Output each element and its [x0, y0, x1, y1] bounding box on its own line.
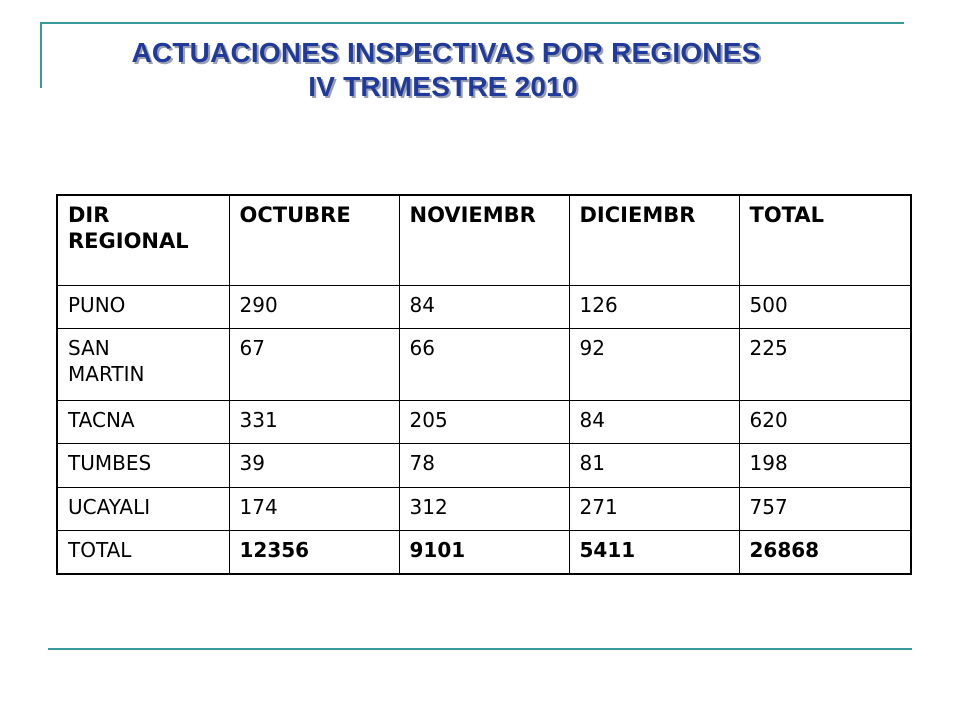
table-cell: TOTAL [56, 529, 230, 575]
total-cell: 5411 [568, 529, 740, 575]
title-line-2: IV TRIMESTRE 2010 [308, 71, 578, 102]
table-cell: 500 [738, 284, 912, 329]
table-cell: 225 [738, 327, 912, 401]
header-cell: DIR REGIONAL [56, 194, 230, 286]
table-cell: 620 [738, 399, 912, 444]
table-row: TUMBES 39 78 81 198 [56, 442, 912, 488]
page-title: ACTUACIONES INSPECTIVAS POR REGIONES IV … [40, 36, 920, 104]
table-cell: 205 [398, 399, 570, 444]
title-line-1: ACTUACIONES INSPECTIVAS POR REGIONES [131, 37, 761, 68]
table-cell: 92 [568, 327, 740, 401]
table-row: PUNO 290 84 126 500 [56, 284, 912, 329]
table-cell: 66 [398, 327, 570, 401]
total-cell: 9101 [398, 529, 570, 575]
header-cell: OCTUBRE [228, 194, 400, 286]
table-cell: 198 [738, 442, 912, 488]
left-rule [40, 22, 42, 88]
table-cell: TACNA [56, 399, 230, 444]
header-cell: TOTAL [738, 194, 912, 286]
table-header-row: DIR REGIONAL OCTUBRE NOVIEMBR DICIEMBR T… [56, 194, 912, 286]
top-rule [40, 22, 904, 24]
table-cell: 78 [398, 442, 570, 488]
table-cell: SAN MARTIN [56, 327, 230, 401]
table-total-row: TOTAL 12356 9101 5411 26868 [56, 529, 912, 575]
table-cell: 757 [738, 486, 912, 531]
table-row: TACNA 331 205 84 620 [56, 399, 912, 444]
table-row: UCAYALI 174 312 271 757 [56, 486, 912, 531]
total-cell: 12356 [228, 529, 400, 575]
table-cell: 290 [228, 284, 400, 329]
table-cell: 39 [228, 442, 400, 488]
table-row: SAN MARTIN 67 66 92 225 [56, 327, 912, 401]
table-cell: 81 [568, 442, 740, 488]
table-cell: 312 [398, 486, 570, 531]
table-cell: TUMBES [56, 442, 230, 488]
table-cell: PUNO [56, 284, 230, 329]
header-cell: DICIEMBR [568, 194, 740, 286]
table-cell: 126 [568, 284, 740, 329]
table-cell: 67 [228, 327, 400, 401]
table-cell: UCAYALI [56, 486, 230, 531]
table-cell: 84 [398, 284, 570, 329]
table-cell: 84 [568, 399, 740, 444]
header-cell: NOVIEMBR [398, 194, 570, 286]
table-cell: 174 [228, 486, 400, 531]
inspections-table: DIR REGIONAL OCTUBRE NOVIEMBR DICIEMBR T… [56, 194, 912, 575]
table-cell: 331 [228, 399, 400, 444]
table-cell: 271 [568, 486, 740, 531]
bottom-rule [48, 648, 912, 650]
total-cell: 26868 [738, 529, 912, 575]
